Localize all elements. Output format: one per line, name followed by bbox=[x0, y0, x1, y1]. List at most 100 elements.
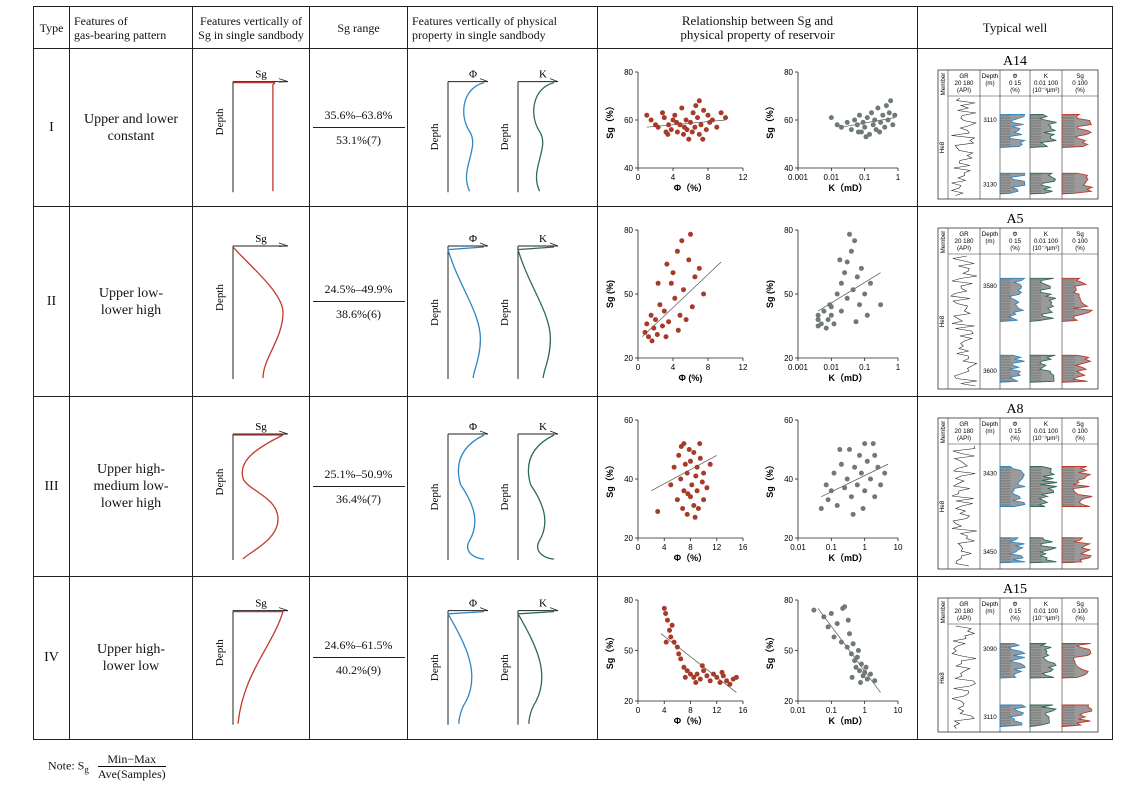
x-tick-label: 16 bbox=[739, 706, 748, 715]
sg-phi-scatter: 0 4 8 12 16 20 50 80 Φ（%） Sg（%） bbox=[605, 596, 748, 726]
data-point bbox=[665, 617, 670, 623]
k-unit: (10⁻³μm²) bbox=[1032, 245, 1059, 252]
gr-scale: 20 180 bbox=[955, 80, 974, 87]
phi-label: Φ bbox=[469, 597, 477, 609]
k-arrow bbox=[549, 242, 559, 246]
sg-label: Sg bbox=[255, 233, 267, 245]
text-line: physical property of reservoir bbox=[680, 26, 835, 42]
k-arrow bbox=[549, 430, 559, 434]
sg-phi-scatter: 0 4 8 12 40 60 80 Φ（%） Sg（%） bbox=[605, 68, 748, 193]
data-point bbox=[695, 114, 700, 120]
sg-range-cell: 35.6%–63.8% 53.1%(7) bbox=[309, 48, 408, 207]
k-log-fill bbox=[1029, 172, 1057, 194]
sg-range-cell: 25.1%–50.9% 36.4%(7) bbox=[309, 396, 408, 577]
x-tick-label: 0.01 bbox=[824, 363, 840, 372]
pattern-row-IV: IV Upper high-lower low Sg Depth 24.6%–61.5%… bbox=[33, 576, 1113, 740]
gr-unit: (API) bbox=[957, 245, 971, 252]
data-point bbox=[860, 119, 866, 125]
k-log-fill bbox=[1029, 113, 1057, 148]
data-point bbox=[683, 316, 689, 322]
data-point bbox=[704, 672, 710, 678]
data-point bbox=[847, 231, 852, 237]
data-point bbox=[880, 112, 886, 118]
data-point bbox=[844, 295, 850, 301]
data-point bbox=[686, 446, 692, 452]
sg-range-minmax: 24.6%–61.5% bbox=[324, 638, 393, 652]
gr-label: GR bbox=[959, 231, 969, 238]
data-point bbox=[711, 671, 716, 677]
x-tick-label: 12 bbox=[712, 543, 721, 552]
sg-arrow bbox=[278, 242, 289, 247]
data-point bbox=[719, 669, 725, 675]
gr-curve bbox=[951, 625, 976, 729]
well-name: A5 bbox=[1006, 212, 1023, 227]
range-fraction-bar bbox=[312, 126, 405, 128]
phi-unit: (%) bbox=[1010, 87, 1020, 94]
data-point bbox=[672, 112, 678, 118]
data-point bbox=[663, 610, 669, 616]
x-tick-label: 4 bbox=[671, 173, 676, 182]
k-label: K bbox=[1044, 601, 1049, 608]
text-line: Relationship between Sg and bbox=[681, 12, 834, 28]
data-point bbox=[858, 265, 864, 271]
trend-line bbox=[650, 454, 717, 491]
property-vertical-profile: Φ Depth K Depth bbox=[407, 206, 598, 397]
sg-property-relationship: 0 4 8 12 16 20 40 60 Φ（%） Sg（%） 0.01 0.1 1 10 20 40 60 K（… bbox=[597, 396, 918, 577]
pattern-description: Upper and lower constant bbox=[69, 48, 193, 207]
y-tick-label: 20 bbox=[624, 697, 633, 706]
data-point bbox=[878, 481, 884, 487]
k-unit: (10⁻³μm²) bbox=[1032, 615, 1059, 622]
data-point bbox=[682, 674, 688, 680]
pattern-line: lower low bbox=[102, 659, 160, 674]
data-point bbox=[831, 634, 837, 639]
depth-label: Depth bbox=[214, 283, 226, 310]
data-point bbox=[714, 124, 720, 130]
data-point bbox=[668, 634, 674, 639]
well-log-frame bbox=[937, 597, 1099, 732]
data-point bbox=[689, 303, 695, 309]
x-axis-label: K（mD） bbox=[828, 373, 867, 383]
data-point bbox=[854, 654, 860, 660]
type-cell: II bbox=[33, 206, 70, 397]
data-point bbox=[680, 505, 686, 511]
trend-line bbox=[642, 261, 722, 337]
data-point bbox=[872, 117, 878, 122]
y-tick-label: 80 bbox=[624, 68, 633, 77]
data-point bbox=[649, 337, 655, 343]
data-point bbox=[701, 470, 707, 476]
data-point bbox=[828, 610, 834, 616]
gr-unit: (API) bbox=[957, 435, 971, 442]
range-fraction-bar bbox=[312, 300, 405, 302]
data-point bbox=[854, 273, 860, 279]
data-point bbox=[671, 464, 677, 470]
x-axis-label: K（mD） bbox=[828, 716, 867, 726]
member-label: Member bbox=[940, 230, 947, 253]
data-point bbox=[676, 452, 682, 458]
y-tick-label: 60 bbox=[624, 416, 633, 425]
k-unit: (10⁻³μm²) bbox=[1032, 435, 1059, 442]
sg-vertical-profile: Sg Depth bbox=[192, 48, 310, 207]
text-line: Features vertically of bbox=[200, 13, 302, 28]
x-tick-label: 0.001 bbox=[788, 173, 809, 182]
data-point bbox=[691, 674, 697, 680]
data-point bbox=[684, 470, 690, 476]
k-label: K bbox=[539, 233, 547, 245]
k-label: K bbox=[539, 68, 547, 80]
member-name: He8 bbox=[939, 671, 946, 683]
property-vertical-profile: Φ Depth K Depth bbox=[407, 48, 598, 207]
phi-label: Φ bbox=[469, 421, 477, 433]
gr-unit: (API) bbox=[957, 87, 971, 94]
sg-label: Sg bbox=[1076, 601, 1084, 608]
data-point bbox=[870, 440, 876, 446]
well-name: A14 bbox=[1003, 54, 1027, 69]
x-axis-label: K（mD） bbox=[828, 183, 867, 193]
data-point bbox=[862, 440, 868, 446]
type-cell: III bbox=[33, 396, 70, 577]
data-point bbox=[671, 639, 677, 645]
y-tick-label: 50 bbox=[624, 646, 633, 655]
data-point bbox=[678, 655, 684, 661]
x-tick-label: 0 bbox=[636, 543, 641, 552]
typical-well-cell: A15 Member GR 20 180 (API) Depth (m) Φ 0 15 (%) K 0… bbox=[917, 576, 1113, 740]
x-tick-label: 12 bbox=[712, 706, 721, 715]
data-point bbox=[670, 117, 676, 122]
